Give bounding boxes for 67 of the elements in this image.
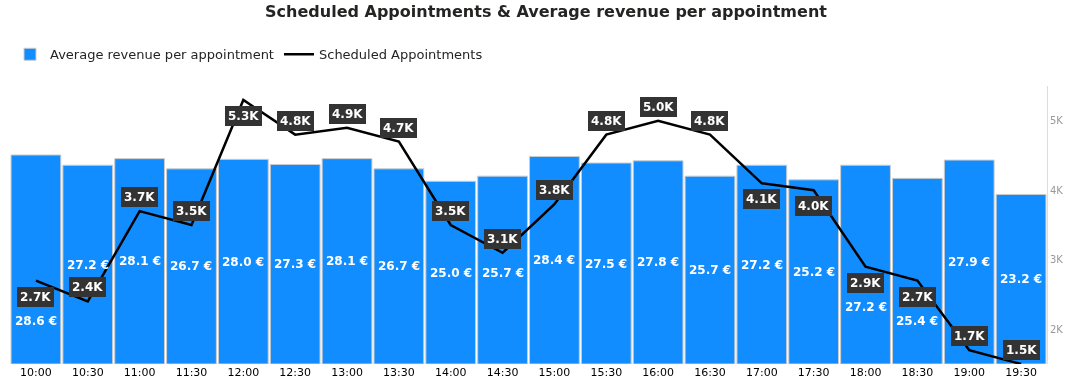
data-label: 26.7 € [170,259,213,273]
data-label: 27.8 € [637,255,680,269]
x-tick-label: 12:00 [227,366,260,379]
data-label: 2.4K [72,280,104,294]
data-label: 28.0 € [222,255,265,269]
y2-tick-label: 4K [1050,184,1064,196]
x-tick-label: 13:30 [383,366,415,379]
data-label: 4.8K [591,114,623,128]
x-tick-label: 18:30 [901,366,934,379]
data-label: 27.9 € [948,255,991,269]
data-label: 25.4 € [896,314,939,328]
y2-tick-label: 3K [1050,254,1064,266]
data-label: 3.1K [487,232,519,246]
data-label: 4.1K [746,192,778,206]
data-label: 27.2 € [845,300,888,314]
data-label: 23.2 € [1000,272,1043,286]
data-label: 27.3 € [274,257,317,271]
x-tick-label: 16:30 [694,366,726,379]
y2-tick-label: 5K [1050,115,1064,127]
data-label: 4.9K [332,107,364,121]
x-tick-label: 16:00 [642,366,674,379]
data-label: 25.7 € [482,266,525,280]
data-label: 4.8K [280,114,312,128]
data-label: 28.1 € [326,254,369,268]
data-label: 4.0K [798,199,830,213]
data-label: 3.5K [435,204,467,218]
x-tick-label: 12:30 [279,366,312,379]
x-tick-label: 17:30 [797,366,830,379]
data-label: 27.5 € [585,257,628,271]
data-label: 2.7K [20,290,52,304]
data-label: 28.1 € [119,254,162,268]
data-label: 25.0 € [430,266,473,280]
x-tick-label: 14:30 [486,366,519,379]
data-label: 28.4 € [533,253,576,267]
data-label: 2.7K [902,290,934,304]
data-label: 1.5K [1006,343,1038,357]
x-tick-label: 15:00 [538,366,571,379]
data-label: 26.7 € [378,259,421,273]
x-tick-label: 18:00 [849,366,882,379]
data-label: 3.8K [539,183,571,197]
x-tick-label: 10:00 [20,366,52,379]
x-tick-label: 11:00 [123,366,156,379]
data-label: 5.0K [643,100,675,114]
x-tick-label: 15:30 [590,366,623,379]
data-label: 27.2 € [67,258,110,272]
data-label: 3.7K [124,190,156,204]
legend-label: Average revenue per appointment [50,47,274,63]
x-tick-label: 10:30 [71,366,104,379]
data-label: 4.8K [694,114,726,128]
data-label: 3.5K [176,204,208,218]
data-label: 5.3K [228,109,260,123]
data-label: 28.6 € [15,314,58,328]
x-tick-label: 17:00 [745,366,778,379]
data-label: 27.2 € [741,258,784,272]
x-tick-label: 14:00 [434,366,467,379]
chart-title: Scheduled Appointments & Average revenue per appointment [265,2,828,22]
x-tick-label: 19:00 [953,366,986,379]
y2-tick-label: 2K [1050,323,1064,335]
data-label: 2.9K [850,276,882,290]
data-label: 25.2 € [793,265,836,279]
x-tick-label: 13:00 [331,366,363,379]
data-label: 25.7 € [689,263,732,277]
x-tick-label: 19:30 [1005,366,1037,379]
data-label: 4.7K [383,121,415,135]
x-tick-label: 11:30 [175,366,208,379]
data-label: 1.7K [954,329,986,343]
legend-label: Scheduled Appointments [318,47,483,63]
